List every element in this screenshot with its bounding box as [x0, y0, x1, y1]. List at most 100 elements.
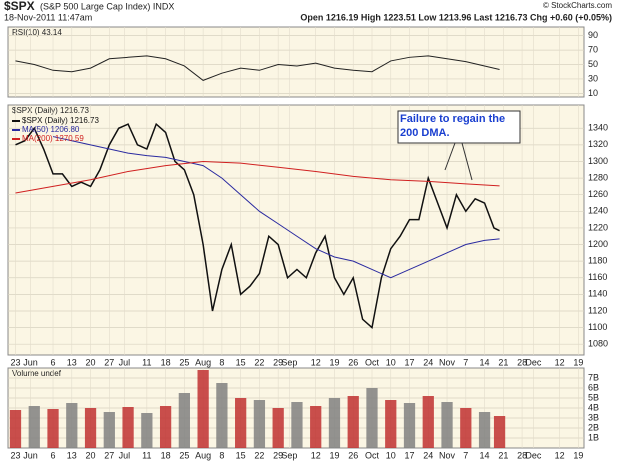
series-line	[52, 136, 500, 279]
x-tick-label: Aug	[195, 357, 211, 367]
volume-bar	[235, 398, 247, 448]
x-tick-label: Nov	[439, 357, 456, 367]
volume-bar	[122, 407, 134, 448]
y-tick-label: 1200	[588, 239, 608, 249]
x-tick-label: Sep	[281, 357, 297, 367]
y-tick-label: 1160	[588, 272, 607, 282]
title: (S&P 500 Large Cap Index) INDX	[40, 1, 174, 11]
volume-bar	[159, 406, 172, 448]
credit: © StockCharts.com	[543, 1, 612, 10]
volume-bar	[347, 396, 359, 448]
volume-bar	[178, 393, 190, 448]
annotation-box	[397, 110, 521, 144]
y-tick-label: 1280	[588, 172, 608, 182]
x-tick-label: 12	[555, 357, 565, 367]
y-tick-label: 3B	[588, 412, 599, 422]
x-tick-label: 15	[236, 357, 246, 367]
x-tick-label: 6	[51, 357, 56, 367]
y-tick-label: 1220	[588, 222, 608, 232]
y-tick-label: 1340	[588, 123, 608, 133]
volume-bar	[47, 409, 59, 448]
y-tick-label: 70	[588, 44, 598, 54]
panel-title: $SPX (Daily) 1216.73	[12, 106, 89, 115]
x-tick-label: 12	[311, 450, 321, 460]
x-tick-label: 26	[348, 357, 358, 367]
x-tick-label: 12	[555, 450, 565, 460]
y-tick-label: 1080	[588, 339, 608, 349]
x-tick-label: Oct	[365, 450, 380, 460]
x-tick-label: 10	[386, 450, 396, 460]
x-tick-label: 21	[498, 450, 508, 460]
x-tick-label: 6	[51, 450, 56, 460]
x-tick-label: Sep	[281, 450, 297, 460]
x-tick-label: 19	[573, 450, 583, 460]
arrow	[444, 142, 456, 171]
x-tick-label: Jun	[23, 450, 38, 460]
x-tick-label: 19	[329, 450, 339, 460]
x-tick-label: 13	[67, 450, 77, 460]
x-tick-label: 22	[254, 357, 264, 367]
volume-bar	[9, 410, 22, 448]
x-tick-label: 25	[179, 450, 189, 460]
volume-bar	[478, 412, 491, 448]
x-tick-label: 26	[348, 450, 358, 460]
x-tick-label: 21	[498, 357, 508, 367]
x-tick-label: Oct	[365, 357, 380, 367]
volume-bar	[291, 402, 303, 448]
x-tick-label: 23	[10, 357, 20, 367]
x-tick-label: 25	[179, 357, 189, 367]
x-tick-label: Jun	[23, 357, 38, 367]
volume-bar	[141, 413, 153, 448]
annotation: Failure to regain the 200 DMA.	[400, 113, 506, 139]
x-tick-label: 29	[273, 357, 283, 367]
y-tick-label: 1120	[588, 305, 607, 315]
x-tick-label: 22	[254, 450, 264, 460]
y-tick-label: 4B	[588, 402, 599, 412]
y-tick-label: 1100	[588, 322, 607, 332]
volume-bar	[493, 416, 506, 448]
x-tick-label: 8	[219, 450, 224, 460]
panel-title: Volume undef	[12, 369, 62, 378]
y-tick-label: 6B	[588, 382, 599, 392]
series-line	[15, 122, 500, 330]
x-tick-label: 7	[463, 450, 468, 460]
x-tick-label: Dec	[525, 357, 542, 367]
panel-title: RSI(10) 43.14	[12, 28, 62, 37]
x-tick-label: 13	[67, 357, 77, 367]
volume-bar	[328, 398, 341, 448]
legend-entry: $SPX (Daily) 1216.73	[22, 116, 99, 125]
x-tick-label: 27	[104, 450, 114, 460]
y-tick-label: 1320	[588, 139, 608, 149]
volume-bar	[403, 403, 416, 448]
x-tick-label: 12	[311, 357, 321, 367]
x-tick-label: 11	[142, 357, 151, 367]
volume-bar	[310, 406, 322, 448]
x-tick-label: Jul	[119, 357, 131, 367]
x-tick-label: 19	[573, 357, 583, 367]
x-tick-label: 14	[480, 357, 490, 367]
x-tick-label: 23	[10, 450, 20, 460]
volume-bar	[422, 396, 434, 448]
x-tick-label: Nov	[439, 450, 456, 460]
symbol: $SPX	[4, 0, 35, 13]
y-tick-label: 1B	[588, 432, 599, 442]
x-tick-label: 18	[161, 450, 171, 460]
y-tick-label: 1180	[588, 256, 607, 266]
volume-bar	[460, 408, 472, 448]
volume-bar	[197, 370, 209, 448]
volume-bar	[441, 402, 453, 448]
panel	[7, 104, 585, 356]
x-tick-label: Aug	[195, 450, 211, 460]
date: 18-Nov-2011 11:47am	[4, 12, 92, 22]
legend-entry: MA(200) 1270.59	[22, 134, 84, 143]
x-tick-label: 28	[517, 357, 527, 367]
y-tick-label: 30	[588, 73, 598, 83]
x-tick-label: 29	[273, 450, 283, 460]
series-line	[15, 55, 500, 81]
x-tick-label: 24	[423, 357, 433, 367]
y-tick-label: 5B	[588, 392, 599, 402]
x-tick-label: Dec	[525, 450, 542, 460]
volume-bar	[253, 400, 266, 448]
panel	[7, 26, 585, 98]
